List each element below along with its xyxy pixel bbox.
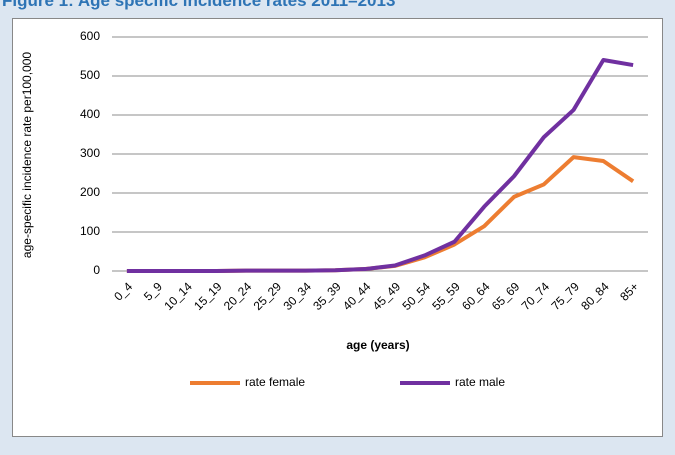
y-axis-label: age-specific incidence rate per100,000 [20, 52, 34, 258]
y-tick-label: 600 [80, 29, 100, 43]
y-tick-label: 500 [80, 68, 100, 82]
legend-label: rate male [455, 375, 505, 389]
chart-title: Figure 1: Age specific incidence rates 2… [2, 0, 396, 10]
y-tick-label: 100 [80, 224, 100, 238]
y-tick-label: 200 [80, 185, 100, 199]
y-tick-label: 400 [80, 107, 100, 121]
x-axis-label: age (years) [346, 338, 409, 352]
legend-label: rate female [245, 375, 305, 389]
y-tick-label: 300 [80, 146, 100, 160]
data-line [126, 58, 634, 273]
chart-frame [12, 18, 663, 437]
y-tick-label: 0 [93, 263, 100, 277]
